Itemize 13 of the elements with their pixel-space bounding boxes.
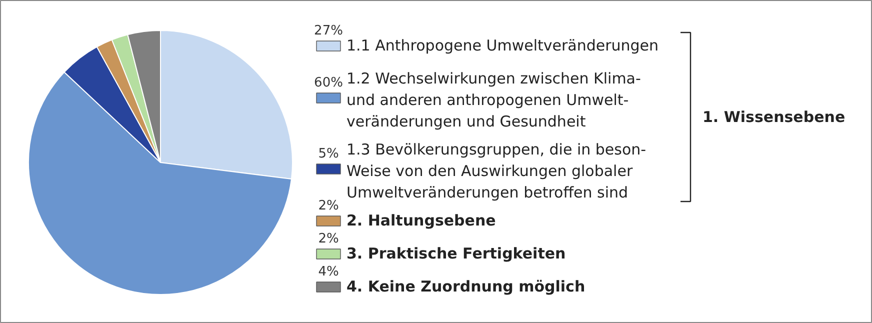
legend-label: 4. Keine Zuordnung möglich bbox=[346, 278, 586, 296]
data-label: 60% bbox=[314, 76, 343, 90]
data-label: 27% bbox=[314, 24, 343, 38]
data-label: 2% bbox=[318, 232, 339, 246]
data-label: 5% bbox=[318, 146, 339, 162]
text: 1. Wissensebene bbox=[702, 108, 846, 126]
data-label: 2% bbox=[318, 198, 339, 214]
legend-label: 1.3 Bevölkerungsgruppen, die in beson- Weise von den Auswirkungen globaler Umweltveränderungen betroffen sind bbox=[346, 140, 646, 202]
legend-label: 1.1 Anthropogene Umweltveränderungen bbox=[346, 36, 659, 54]
legend-label: 2. Haltungsebene bbox=[346, 212, 496, 230]
data-label: 4% bbox=[318, 264, 339, 280]
legend-label: 1.2 Wechselwirkungen zwischen Klima- und anderen anthropogenen Umwelt- veränderungen und Gesundheit bbox=[346, 70, 641, 131]
legend-label: 3. Praktische Fertigkeiten bbox=[346, 244, 566, 262]
